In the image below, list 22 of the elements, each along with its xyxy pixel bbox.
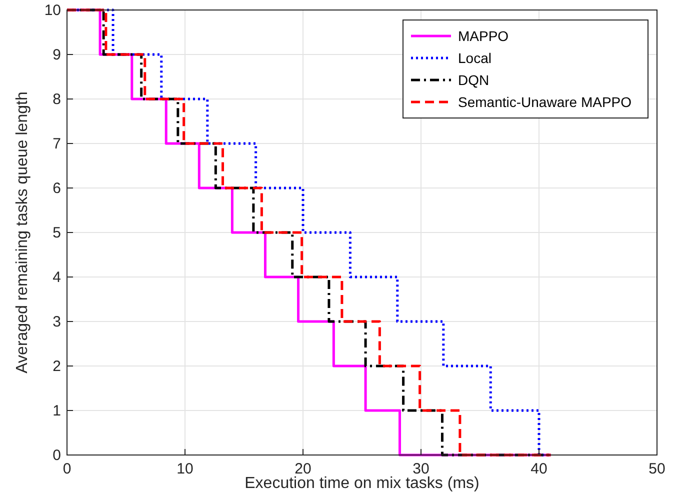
x-tick-label: 30 <box>412 460 430 478</box>
x-tick-label: 40 <box>530 460 548 478</box>
legend-label: Semantic-Unaware MAPPO <box>458 94 632 110</box>
y-tick-label: 3 <box>52 313 61 330</box>
x-tick-label: 20 <box>294 460 312 478</box>
y-tick-label: 5 <box>52 224 61 242</box>
legend-label: DQN <box>458 72 490 88</box>
x-tick-label: 10 <box>176 460 194 478</box>
y-tick-label: 0 <box>52 446 61 464</box>
y-tick-label: 7 <box>52 135 61 152</box>
legend-label: Local <box>458 50 492 66</box>
legend-label: MAPPO <box>458 28 509 44</box>
y-tick-label: 2 <box>52 358 61 375</box>
x-axis-title: Execution time on mix tasks (ms) <box>244 475 480 492</box>
y-tick-label: 4 <box>52 268 61 286</box>
y-tick-label: 6 <box>52 180 61 197</box>
y-axis-title: Averaged remaining tasks queue length <box>14 92 31 374</box>
y-tick-label: 10 <box>44 2 61 19</box>
y-tick-label: 9 <box>52 46 61 64</box>
x-tick-label: 50 <box>648 460 666 478</box>
y-tick-label: 1 <box>52 402 61 420</box>
y-tick-label: 8 <box>52 90 61 108</box>
